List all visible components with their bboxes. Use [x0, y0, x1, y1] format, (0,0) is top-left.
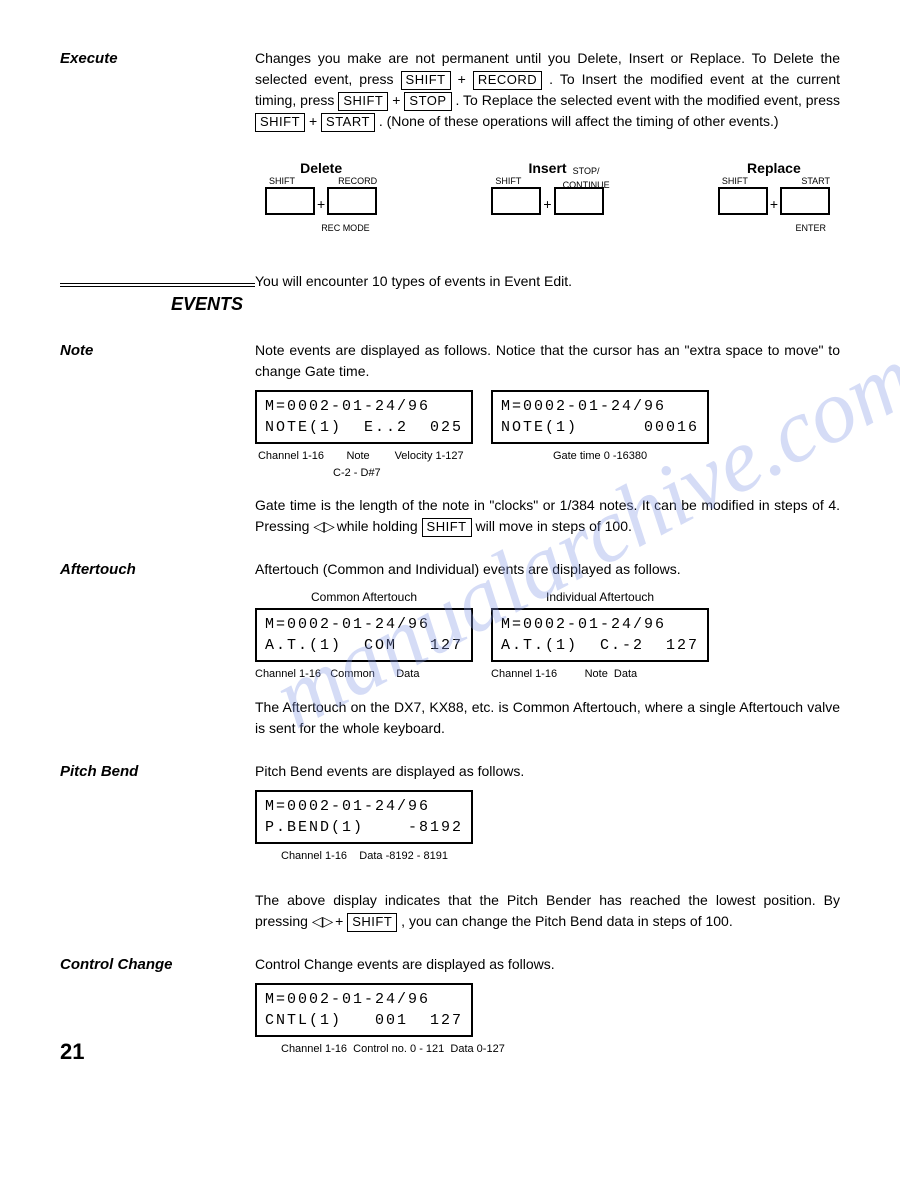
aftertouch-text1: Aftertouch (Common and Individual) event…: [255, 559, 840, 580]
control-text1: Control Change events are displayed as f…: [255, 954, 840, 975]
key-box: [491, 187, 541, 215]
note-text2b: while holding: [337, 518, 422, 534]
key-shift: SHIFT: [422, 518, 472, 537]
pitchbend-text2: The above display indicates that the Pit…: [255, 890, 840, 932]
pitchbend-label: Pitch Bend: [60, 763, 138, 780]
lcd-line: CNTL(1) 001 127: [265, 1012, 463, 1029]
pb-text2b: +: [335, 913, 347, 929]
aftertouch-label: Aftertouch: [60, 561, 136, 578]
note-text1: Note events are displayed as follows. No…: [255, 340, 840, 382]
events-header-row: EVENTS You will encounter 10 types of ev…: [60, 265, 840, 318]
aftertouch-text2: The Aftertouch on the DX7, KX88, etc. is…: [255, 697, 840, 739]
control-lcd: M=0002-01-24/96 CNTL(1) 001 127: [255, 983, 473, 1037]
key-box: [718, 187, 768, 215]
ann-gate: Gate time 0 -16380: [491, 448, 709, 465]
pitchbend-section: Pitch Bend Pitch Bend events are display…: [60, 761, 840, 933]
lcd-line: M=0002-01-24/96: [265, 398, 430, 415]
plus-icon: +: [770, 194, 778, 215]
key-shift: SHIFT: [338, 92, 388, 111]
key-box: [780, 187, 830, 215]
execute-section: Execute Changes you make are not permane…: [60, 48, 840, 221]
enter-label: ENTER: [795, 222, 826, 236]
lcd-line: M=0002-01-24/96: [265, 616, 430, 633]
lcd-line: M=0002-01-24/96: [501, 398, 666, 415]
key-box: [554, 187, 604, 215]
lcd-line: M=0002-01-24/96: [265, 798, 430, 815]
arrows-icon: ◁ ▷: [313, 518, 332, 534]
key-shift: SHIFT: [347, 913, 397, 932]
ann-channel: Channel 1-16: [255, 448, 327, 465]
pb-text2c: , you can change the Pitch Bend data in …: [401, 913, 733, 929]
aftertouch-ann1: Channel 1-16 Common Data: [255, 666, 473, 683]
lcd-line: A.T.(1) C.-2 127: [501, 637, 699, 654]
ann-note: Note: [330, 448, 386, 465]
key-box: [327, 187, 377, 215]
pitchbend-lcd: M=0002-01-24/96 P.BEND(1) -8192: [255, 790, 473, 844]
individual-title: Individual Aftertouch: [491, 588, 709, 606]
execute-body: Changes you make are not permanent until…: [255, 48, 840, 221]
key-start: START: [321, 113, 375, 132]
key-stop: STOP: [404, 92, 451, 111]
execute-text4: . (None of these operations will affect …: [379, 113, 779, 129]
key-box: [265, 187, 315, 215]
aftertouch-section: Aftertouch Aftertouch (Common and Indivi…: [60, 559, 840, 739]
key-shift: SHIFT: [255, 113, 305, 132]
lcd-line: A.T.(1) COM 127: [265, 637, 463, 654]
lcd-line: P.BEND(1) -8192: [265, 819, 463, 836]
key-shift: SHIFT: [401, 71, 451, 90]
execute-label: Execute: [60, 50, 118, 67]
ann-velocity: Velocity 1-127: [389, 448, 469, 465]
note-ann1: Channel 1-16 Note Velocity 1-127 C-2 - D…: [255, 448, 473, 481]
replace-diagram: Replace SHIFT + START ENTER: [718, 158, 830, 221]
note-lcd1: M=0002-01-24/96 NOTE(1) E..2 025: [255, 390, 473, 444]
recmode-label: REC MODE: [321, 222, 370, 236]
control-label: Control Change: [60, 956, 173, 973]
aftertouch-lcds: Common Aftertouch M=0002-01-24/96 A.T.(1…: [255, 588, 840, 683]
page-number: 21: [60, 1035, 84, 1068]
execute-text3: . To Replace the selected event with the…: [456, 92, 841, 108]
pitchbend-text1: Pitch Bend events are displayed as follo…: [255, 761, 840, 782]
lcd-line: NOTE(1) 00016: [501, 419, 699, 436]
events-title: EVENTS: [60, 291, 255, 318]
section-rule: [60, 283, 255, 287]
aftertouch-lcd2: M=0002-01-24/96 A.T.(1) C.-2 127: [491, 608, 709, 662]
arrows-icon: ◁ ▷: [312, 913, 331, 929]
common-title: Common Aftertouch: [255, 588, 473, 606]
note-lcds: M=0002-01-24/96 NOTE(1) E..2 025 Channel…: [255, 390, 840, 481]
aftertouch-lcd1: M=0002-01-24/96 A.T.(1) COM 127: [255, 608, 473, 662]
lcd-line: M=0002-01-24/96: [501, 616, 666, 633]
note-label: Note: [60, 342, 93, 359]
key-diagrams: Delete SHIFT + RECORD REC MODE Insert: [265, 158, 830, 221]
note-section: Note Note events are displayed as follow…: [60, 340, 840, 537]
plus-icon: +: [317, 194, 325, 215]
note-text2: Gate time is the length of the note in "…: [255, 495, 840, 537]
key-record: RECORD: [473, 71, 542, 90]
pitchbend-ann: Channel 1-16 Data -8192 - 8191: [281, 848, 840, 865]
note-text2c: will move in steps of 100.: [475, 518, 631, 534]
insert-diagram: Insert SHIFT + STOP/ CONTINUE: [491, 158, 603, 221]
control-section: Control Change Control Change events are…: [60, 954, 840, 1058]
plus-icon: +: [543, 194, 551, 215]
aftertouch-ann2: Channel 1-16 Note Data: [491, 666, 709, 683]
lcd-line: NOTE(1) E..2 025: [265, 419, 463, 436]
note-lcd2: M=0002-01-24/96 NOTE(1) 00016: [491, 390, 709, 444]
delete-diagram: Delete SHIFT + RECORD REC MODE: [265, 158, 377, 221]
ann-note-range: C-2 - D#7: [333, 465, 473, 482]
control-ann: Channel 1-16 Control no. 0 - 121 Data 0-…: [281, 1041, 840, 1058]
lcd-line: M=0002-01-24/96: [265, 991, 430, 1008]
events-intro: You will encounter 10 types of events in…: [255, 273, 572, 289]
